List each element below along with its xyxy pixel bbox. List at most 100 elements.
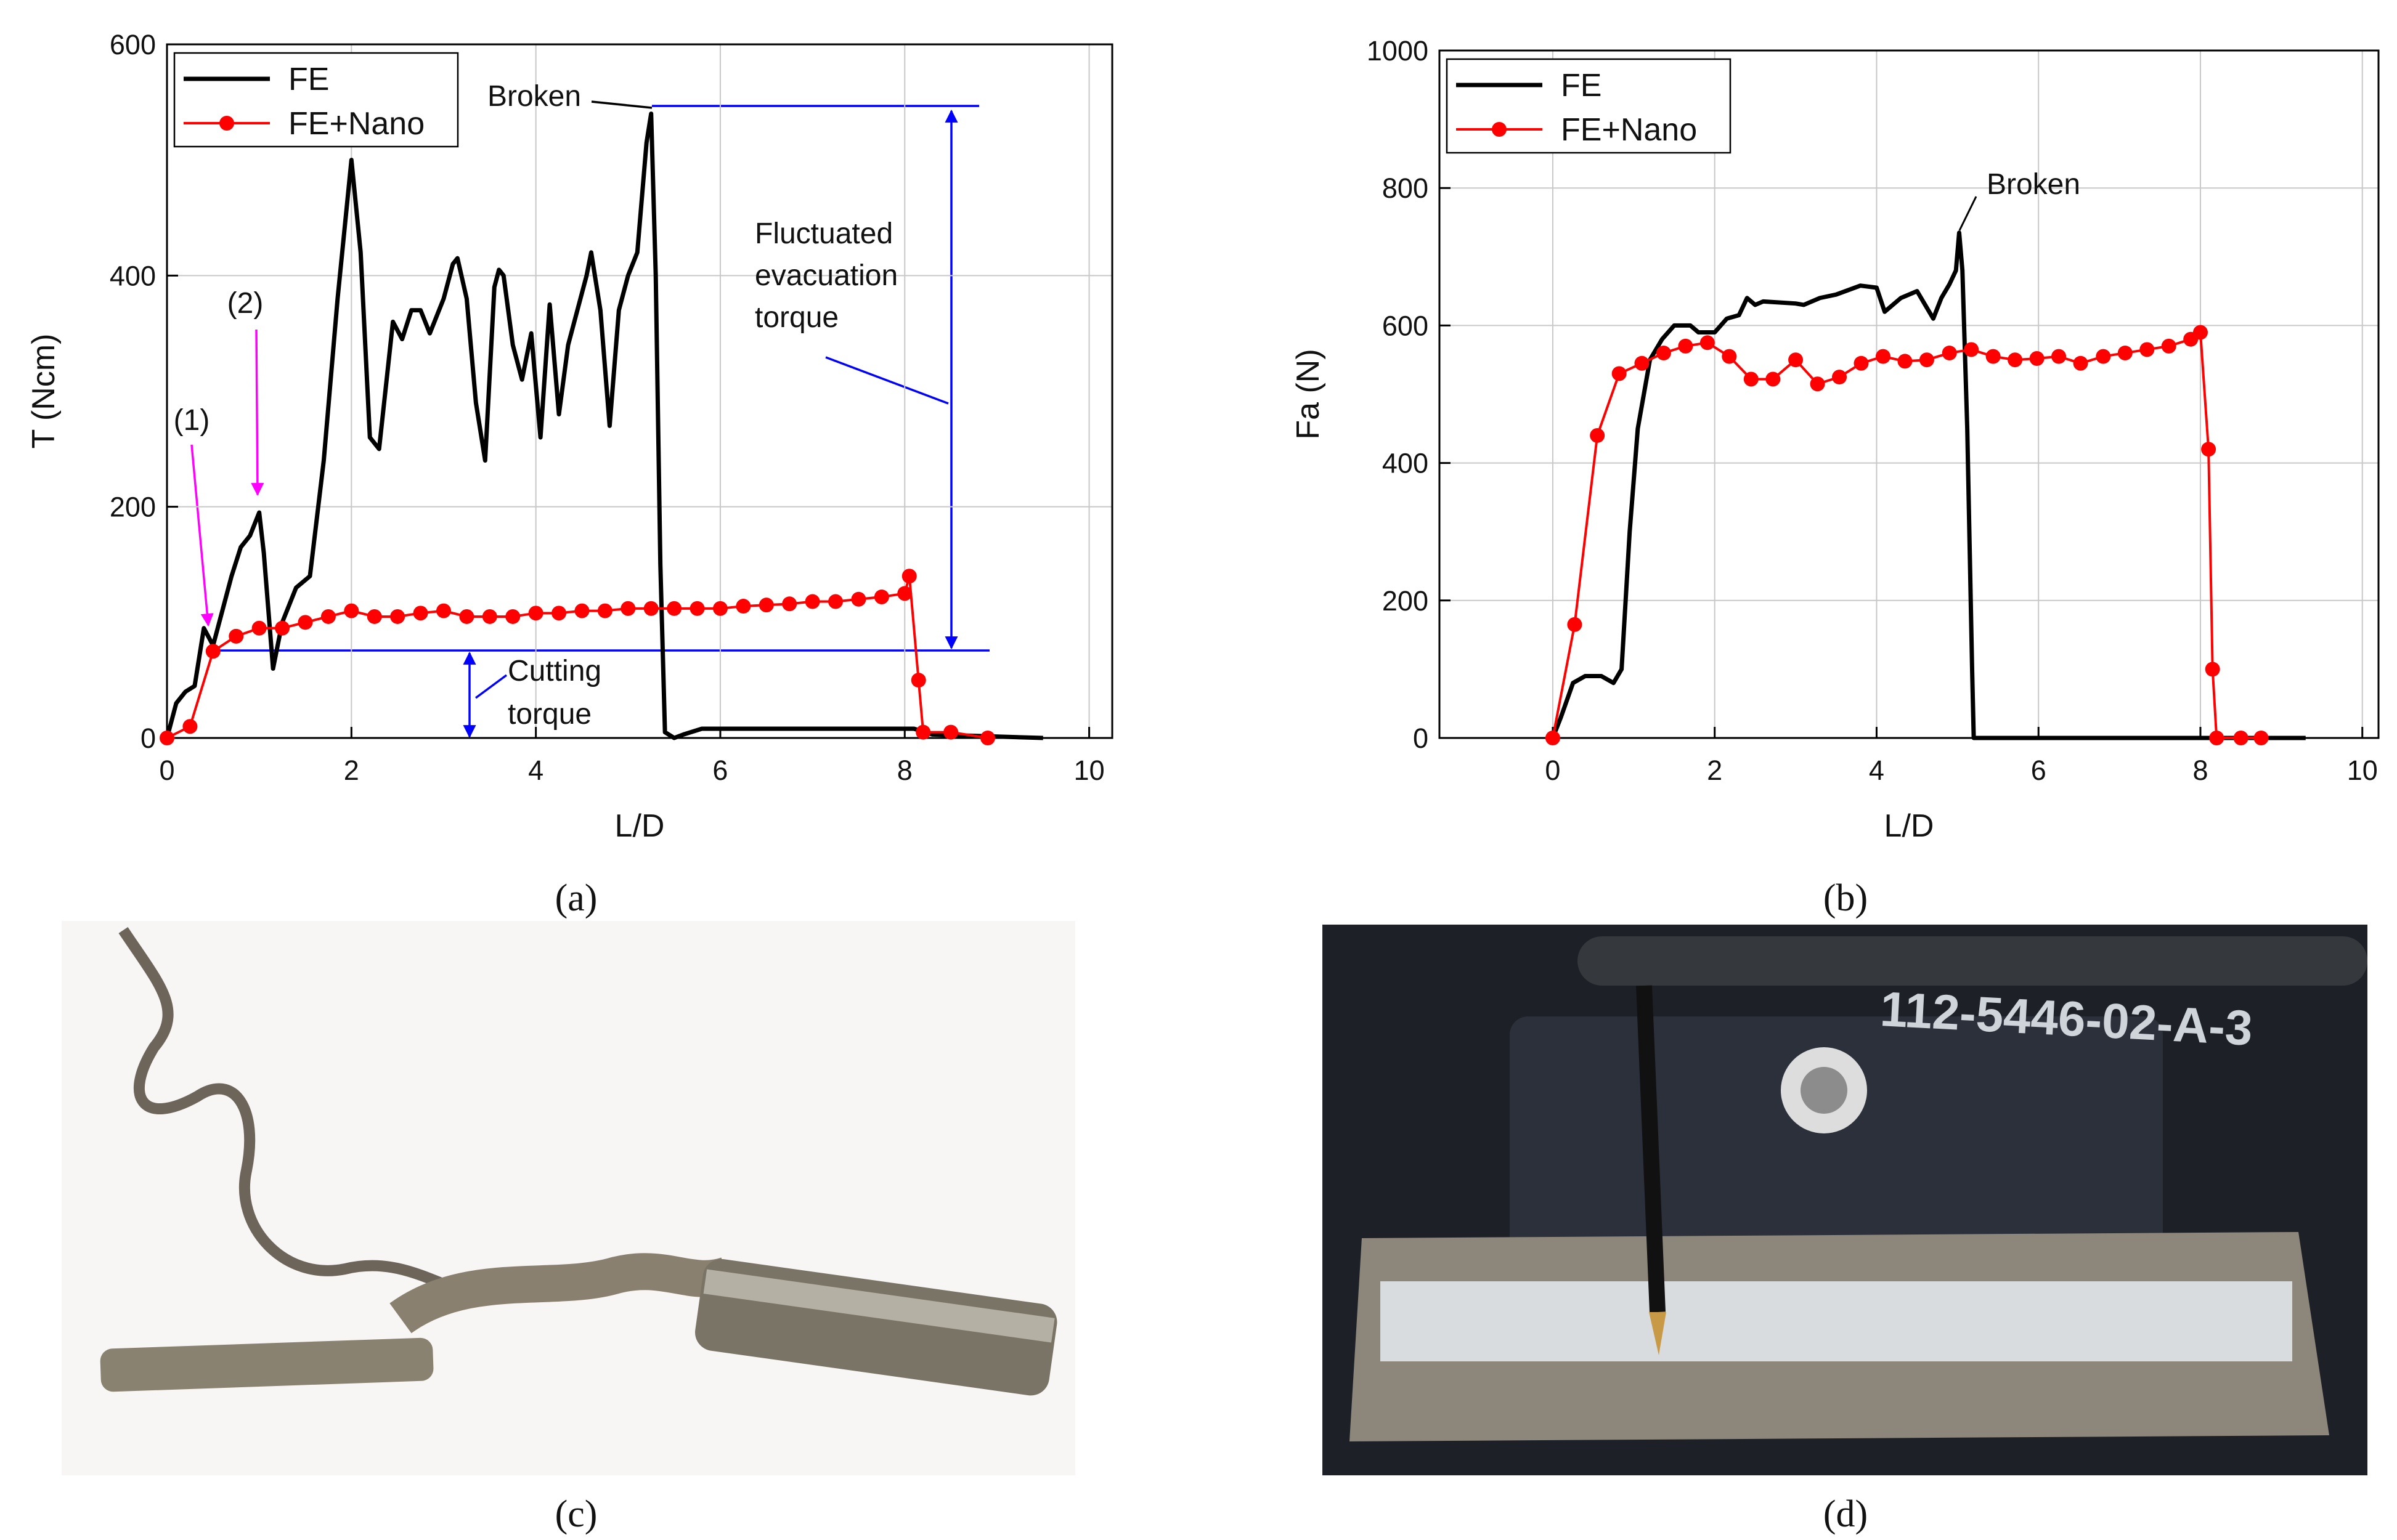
point — [1743, 371, 1759, 387]
x-tick-label: 0 — [159, 755, 174, 786]
tool — [1636, 985, 1666, 1313]
point — [505, 609, 521, 624]
tool-tip — [1649, 1312, 1666, 1355]
annotation: Cutting — [508, 655, 601, 687]
legend-marker — [1492, 122, 1507, 137]
leader — [825, 356, 949, 405]
point — [597, 603, 612, 618]
broken-piece — [100, 1337, 434, 1392]
y-tick-label: 200 — [1382, 585, 1428, 617]
point — [712, 601, 728, 616]
point — [1788, 352, 1804, 368]
point — [1567, 617, 1582, 632]
point — [1699, 335, 1715, 351]
y-tick-label: 600 — [1382, 310, 1428, 341]
legend-marker — [219, 116, 234, 131]
legend-label: FE — [1561, 68, 1601, 103]
plot-frame — [166, 43, 1113, 739]
point — [2096, 349, 2111, 364]
point — [275, 620, 290, 636]
caption: (c) — [555, 1493, 598, 1535]
series-line — [1551, 331, 2261, 739]
caption: (b) — [1823, 877, 1868, 919]
photo-c — [62, 921, 1075, 1475]
point — [1964, 342, 1979, 357]
annotation: evacuation — [755, 259, 898, 292]
leader — [474, 674, 508, 699]
annotation: Broken — [487, 80, 581, 113]
annotation: Broken — [1987, 168, 2080, 201]
point — [482, 609, 497, 624]
y-tick-label: 600 — [110, 29, 156, 60]
plot-frame — [1438, 49, 2380, 739]
y-axis-label: Fa (N) — [1290, 349, 1326, 439]
point — [943, 724, 959, 740]
point — [2205, 662, 2220, 677]
point — [851, 591, 866, 607]
caption: (a) — [555, 877, 598, 919]
y-tick-label: 1000 — [1367, 35, 1428, 67]
arm — [1577, 936, 2367, 986]
point — [1722, 349, 1737, 364]
point — [459, 609, 474, 624]
caption: (d) — [1823, 1493, 1868, 1535]
y-tick-label: 0 — [1413, 723, 1428, 754]
point — [205, 644, 221, 659]
y-tick-label: 400 — [1382, 448, 1428, 479]
annotation: (2) — [227, 287, 264, 320]
y-tick-label: 0 — [140, 723, 156, 754]
point — [251, 620, 267, 636]
point — [367, 609, 382, 624]
point — [1919, 352, 1934, 368]
legend-label: FE+Nano — [1561, 112, 1697, 148]
legend-label: FE — [288, 62, 329, 97]
point — [1942, 346, 1957, 361]
point — [1656, 346, 1671, 361]
point — [1634, 355, 1650, 371]
screw-hole — [1801, 1067, 1847, 1114]
x-tick-label: 10 — [1074, 755, 1105, 786]
y-tick-label: 200 — [110, 492, 156, 523]
point — [2117, 346, 2133, 361]
point — [805, 594, 820, 609]
y-axis-label: T (Ncm) — [26, 334, 62, 449]
point — [667, 601, 682, 616]
point — [320, 609, 336, 624]
point — [828, 594, 844, 609]
point — [782, 596, 797, 612]
x-tick-label: 8 — [897, 755, 913, 786]
point — [897, 586, 913, 601]
point — [2073, 355, 2088, 371]
point — [2008, 352, 2023, 368]
point — [551, 606, 567, 621]
point — [1875, 349, 1890, 364]
point — [1590, 428, 1605, 443]
point — [901, 569, 917, 584]
shank-highlight — [703, 1269, 1055, 1343]
x-tick-label: 8 — [2192, 755, 2208, 786]
point — [621, 601, 636, 616]
point — [436, 603, 451, 618]
flutes — [389, 1253, 733, 1334]
x-axis-label: L/D — [1884, 808, 1934, 844]
point — [2253, 731, 2269, 745]
point — [229, 628, 244, 644]
channel — [1380, 1281, 2292, 1361]
chip — [118, 927, 470, 1299]
point — [528, 606, 543, 621]
x-tick-label: 10 — [2347, 755, 2378, 786]
leader — [1958, 196, 1977, 231]
point — [736, 599, 751, 614]
point — [1765, 371, 1781, 387]
point — [911, 673, 926, 688]
arrow — [190, 444, 214, 627]
point — [916, 724, 931, 740]
annotation: torque — [508, 698, 592, 731]
point — [574, 603, 590, 618]
point — [2139, 342, 2155, 357]
leader — [591, 100, 653, 109]
y-tick-label: 800 — [1382, 172, 1428, 204]
point — [1545, 731, 1560, 745]
x-tick-label: 2 — [1707, 755, 1722, 786]
